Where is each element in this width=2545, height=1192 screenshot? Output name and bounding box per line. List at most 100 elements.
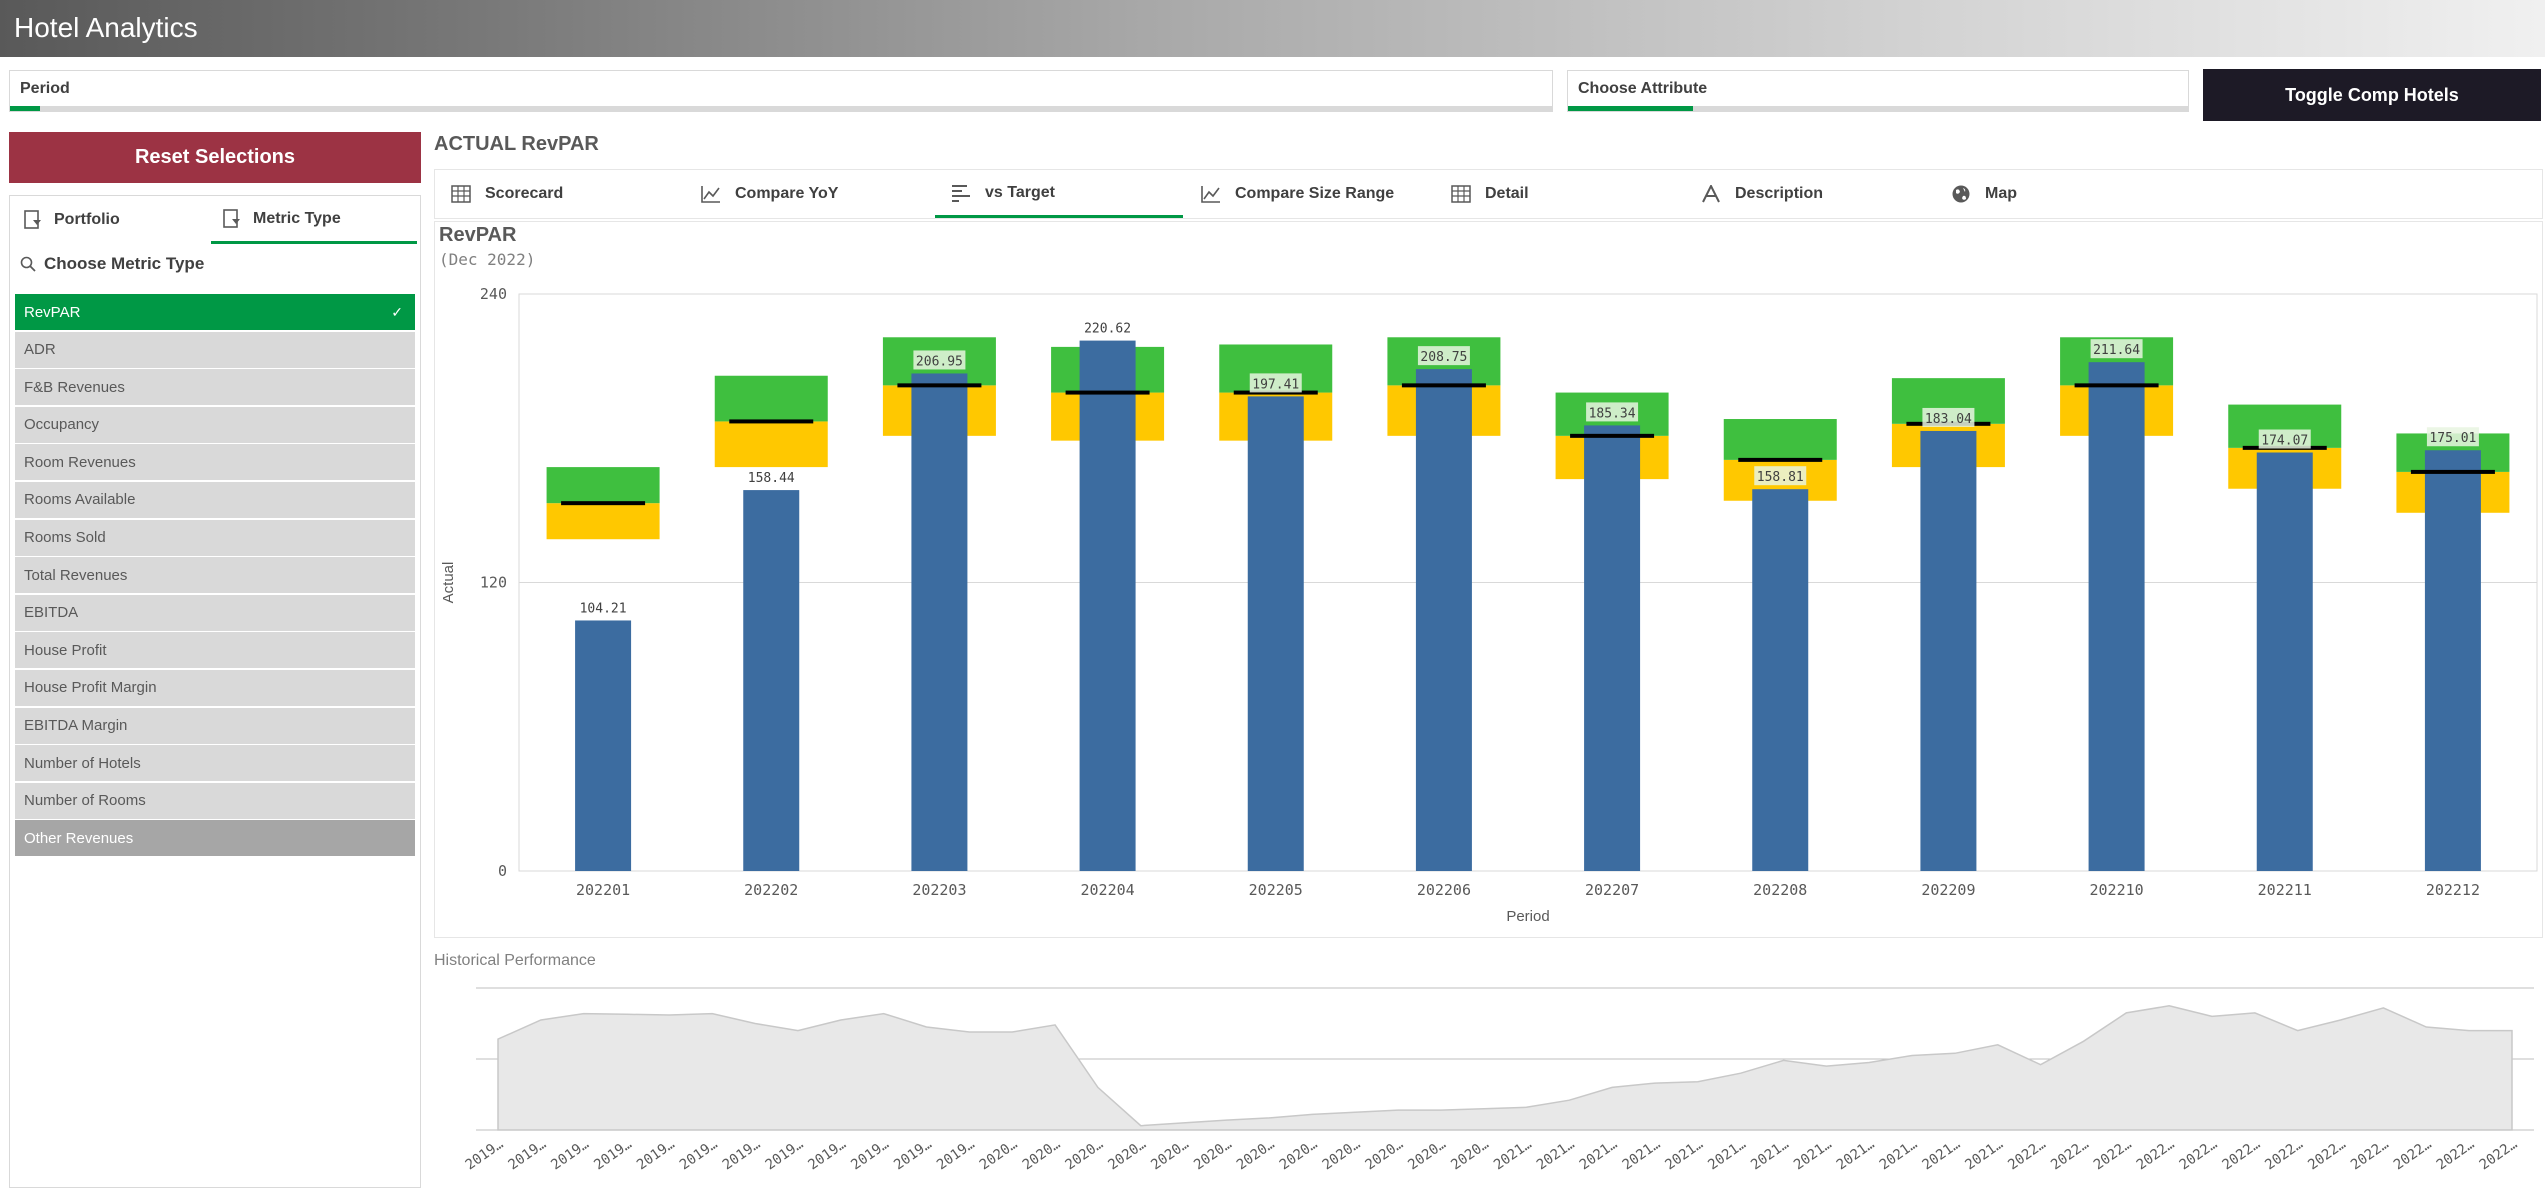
chart-subtitle: (Dec 2022) [439,250,536,269]
bullet-chart-icon [952,184,970,202]
data-label: 220.62 [1084,322,1131,337]
table-icon [1451,185,1471,203]
app-header: Hotel Analytics [0,0,2545,57]
target-range-high [546,467,660,504]
history-x-tick-label: 2019… [677,1136,721,1173]
history-x-tick-label: 2021… [1705,1136,1749,1173]
metric-item-label: Total Revenues [24,566,128,584]
metric-item[interactable]: Room Revenues [15,444,415,481]
x-tick-label: 202206 [1417,881,1471,899]
metric-item[interactable]: Number of Rooms [15,782,415,819]
metric-item[interactable]: Rooms Sold [15,519,415,556]
y-tick-label: 0 [498,862,507,880]
search-icon [20,256,36,272]
history-x-tick-label: 2019… [763,1136,807,1173]
history-x-tick-label: 2021… [1748,1136,1792,1173]
tab-detail[interactable]: Detail [1435,170,1683,218]
tab-portfolio[interactable]: Portfolio [24,196,204,244]
metric-item[interactable]: Number of Hotels [15,745,415,782]
globe-icon [1952,185,1970,203]
filter-list-icon [24,210,41,229]
attribute-filter[interactable]: Choose Attribute [1567,70,2189,112]
metric-item[interactable]: House Profit Margin [15,669,415,706]
history-x-tick-label: 2021… [1577,1136,1621,1173]
x-tick-label: 202204 [1080,881,1134,899]
history-x-tick-label: 2020… [977,1136,1021,1173]
tab-compare-size-range[interactable]: Compare Size Range [1185,170,1433,218]
history-x-tick-label: 2019… [463,1136,507,1173]
history-x-tick-label: 2019… [591,1136,635,1173]
history-area-chart[interactable]: 2019… 2019… 2019… 2019… 2019… 2019… 2019… 2019…… [434,972,2534,1188]
x-tick-label: 202205 [1249,881,1303,899]
metric-item[interactable]: Rooms Available [15,481,415,518]
metric-item-label: RevPAR [24,303,81,321]
tab-description[interactable]: Description [1685,170,1933,218]
target-range-high [1723,419,1837,460]
history-x-tick-label: 2022… [2348,1136,2392,1173]
period-filter[interactable]: Period [9,70,1553,112]
target-range-low [546,503,660,540]
sidebar-tabs: Portfolio Metric Type [10,196,420,244]
x-tick-label: 202209 [1921,881,1975,899]
table-icon [451,185,471,203]
tab-scorecard[interactable]: Scorecard [435,170,683,218]
y-axis-title: Actual [440,562,457,604]
history-x-tick-label: 2020… [1105,1136,1149,1173]
text-icon [1702,185,1720,203]
tab-metric-type[interactable]: Metric Type [211,196,417,244]
metric-item[interactable]: Occupancy [15,406,415,443]
history-x-tick-label: 2022… [2434,1136,2478,1173]
target-range-low [714,421,828,468]
metric-item-label: ADR [24,341,56,359]
metric-item[interactable]: Total Revenues [15,557,415,594]
metric-item[interactable]: House Profit [15,632,415,669]
target-marker [729,419,814,424]
metric-item[interactable]: Other Revenues [15,820,415,857]
tab-vs-target[interactable]: vs Target [935,170,1183,218]
reset-selections-button[interactable]: Reset Selections [9,132,421,183]
period-filter-fill [10,106,40,111]
chart-title: RevPAR [439,224,517,246]
x-tick-label: 202207 [1585,881,1639,899]
data-label: 208.75 [1420,350,1467,365]
history-x-tick-label: 2021… [1919,1136,1963,1173]
metric-item[interactable]: F&B Revenues [15,369,415,406]
metric-item-label: Other Revenues [24,829,134,847]
attribute-filter-track [1568,106,2188,111]
tab-compare-yoy-label: Compare YoY [735,185,839,202]
data-label: 183.04 [1925,412,1972,427]
target-marker [2074,383,2159,388]
metric-item[interactable]: RevPAR ✓ [15,294,415,330]
history-x-tick-label: 2021… [1877,1136,1921,1173]
data-label: 206.95 [916,354,963,369]
filter-list-icon [223,208,240,228]
metric-item-label: House Profit Margin [24,679,157,697]
data-label-bg [2426,427,2479,447]
x-tick-label: 202201 [576,881,630,899]
actual-bar [2424,450,2481,871]
history-x-tick-label: 2022… [2177,1136,2221,1173]
metric-search[interactable]: Choose Metric Type [20,250,204,278]
tab-map[interactable]: Map [1935,170,2183,218]
metric-item[interactable]: EBITDA [15,594,415,631]
y-tick-label: 240 [480,285,507,303]
history-x-tick-label: 2021… [1962,1136,2006,1173]
toggle-comp-hotels-button[interactable]: Toggle Comp Hotels [2203,69,2541,121]
metric-item-label: F&B Revenues [24,378,125,396]
actual-bar [1752,489,1809,871]
history-x-tick-label: 2020… [1320,1136,1364,1173]
actual-bar [1415,369,1472,871]
target-marker [1401,383,1486,388]
bullet-chart[interactable]: 0 120 240 104.21 202201 158.44 202202 206.95 202… [435,222,2542,937]
tab-metric-type-label: Metric Type [253,209,341,227]
history-title: Historical Performance [434,952,596,969]
data-label-bg [1922,407,1975,427]
metric-item[interactable]: ADR [15,331,415,368]
tab-compare-yoy[interactable]: Compare YoY [685,170,933,218]
data-label: 185.34 [1589,406,1636,421]
metric-item[interactable]: EBITDA Margin [15,707,415,744]
actual-bar [1920,430,1977,871]
history-x-tick-label: 2021… [1491,1136,1535,1173]
metric-item-label: Rooms Sold [24,529,106,547]
